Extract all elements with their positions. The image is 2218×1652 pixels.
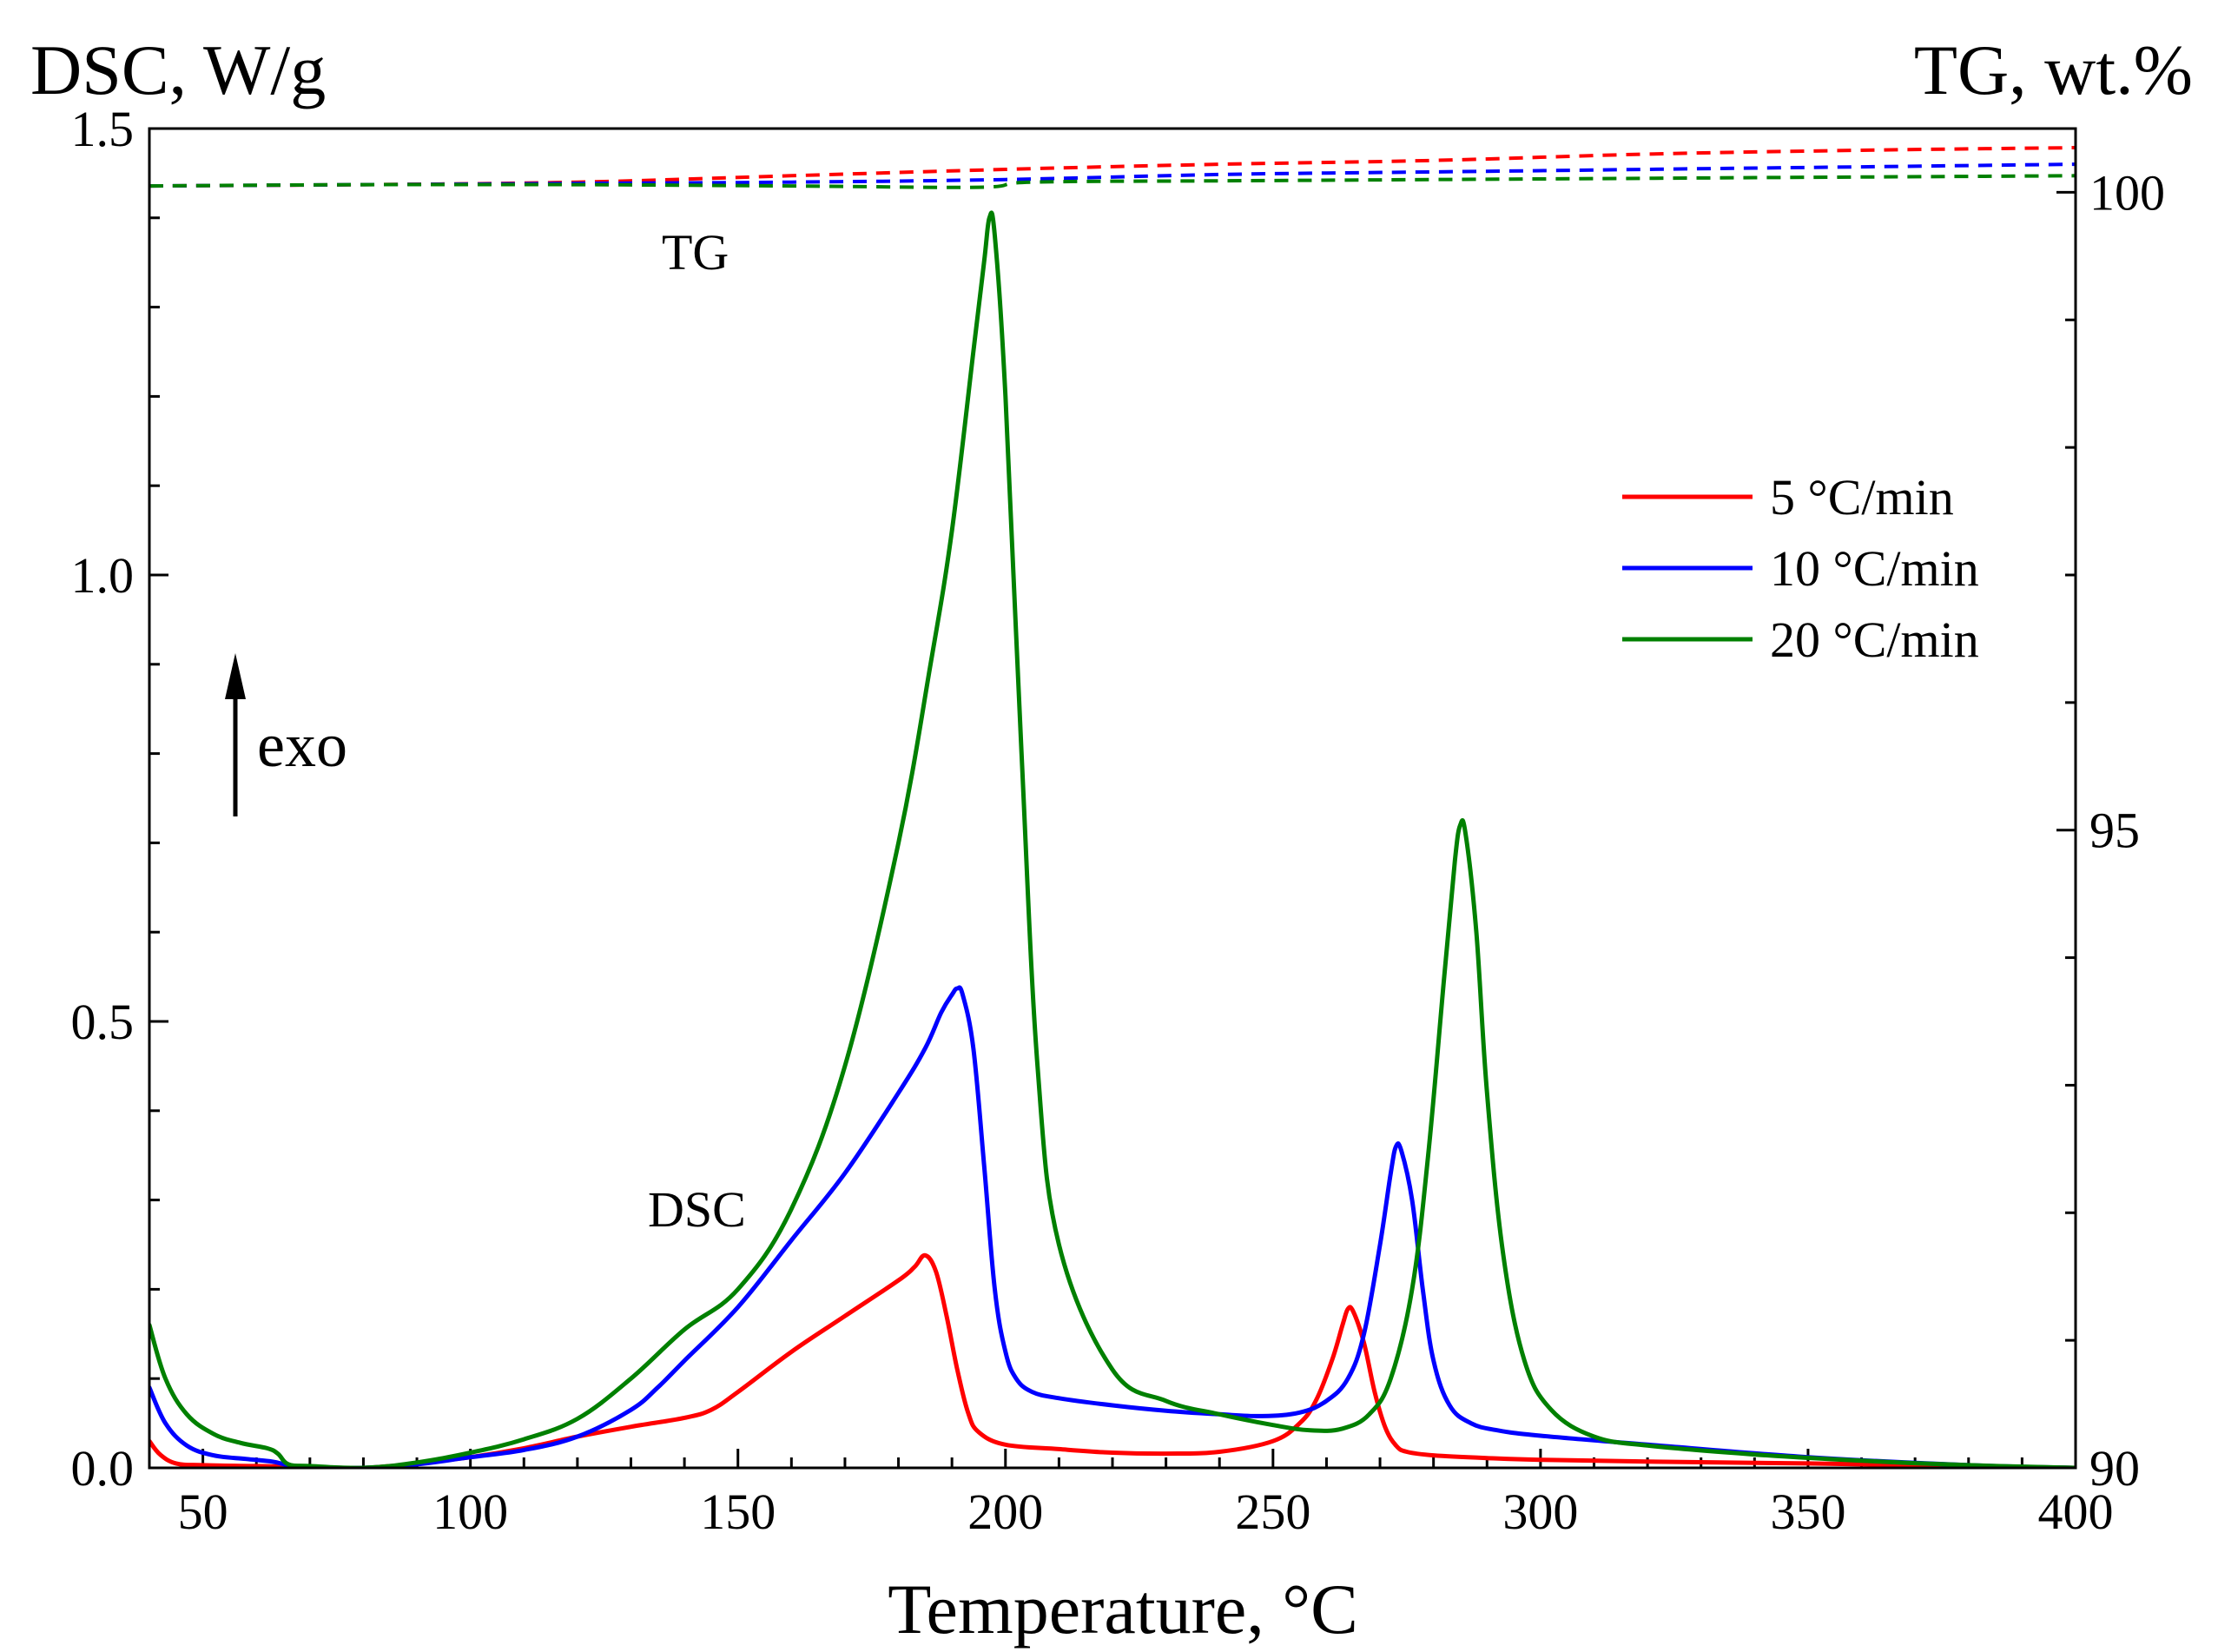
- y-left-axis-title: DSC, W/g: [30, 30, 326, 109]
- exo-arrow-icon: [225, 653, 246, 816]
- dsc-annotation: DSC: [648, 1181, 746, 1238]
- y-right-tick-label: 90: [2089, 1440, 2140, 1497]
- y-right-tick-label: 95: [2089, 803, 2140, 859]
- tg-line-20-c-per-min: [149, 174, 2076, 189]
- tg-line-5-c-per-min: [149, 146, 2076, 188]
- x-tick-label: 50: [178, 1483, 228, 1540]
- x-tick-label: 350: [1770, 1483, 1845, 1540]
- x-tick-label: 100: [432, 1483, 508, 1540]
- tick-layer: 50 100 150 200 250 300 350 400 0.0 0.5 1.0 1.5 90 95 1…: [71, 101, 2166, 1540]
- x-axis-title: Temperature, °C: [888, 1569, 1358, 1649]
- plot-frame: [148, 127, 2077, 1470]
- dsc-line-20-c-per-min: [149, 210, 2076, 1468]
- x-tick-label: 150: [700, 1483, 776, 1540]
- series-layer: [149, 146, 2076, 1468]
- exo-annotation: exo: [257, 710, 347, 780]
- tg-line-10-c-per-min: [149, 162, 2076, 188]
- legend-label: 10 °C/min: [1770, 540, 1979, 597]
- y-left-tick-label: 1.0: [71, 547, 135, 604]
- y-left-tick-label: 1.5: [71, 101, 135, 157]
- y-left-tick-label: 0.5: [71, 994, 135, 1050]
- x-tick-label: 400: [2038, 1483, 2114, 1540]
- legend: 5 °C/min 10 °C/min 20 °C/min: [1622, 469, 1979, 668]
- tg-annotation: TG: [662, 224, 729, 281]
- dsc-line-10-c-per-min: [149, 985, 2076, 1468]
- y-right-axis-title: TG, wt.%: [1914, 30, 2193, 109]
- y-left-tick-label: 0.0: [71, 1440, 135, 1497]
- x-tick-label: 300: [1502, 1483, 1578, 1540]
- x-tick-label: 250: [1235, 1483, 1310, 1540]
- y-right-tick-label: 100: [2089, 164, 2165, 221]
- legend-label: 20 °C/min: [1770, 611, 1979, 668]
- x-tick-label: 200: [967, 1483, 1043, 1540]
- legend-label: 5 °C/min: [1770, 469, 1954, 525]
